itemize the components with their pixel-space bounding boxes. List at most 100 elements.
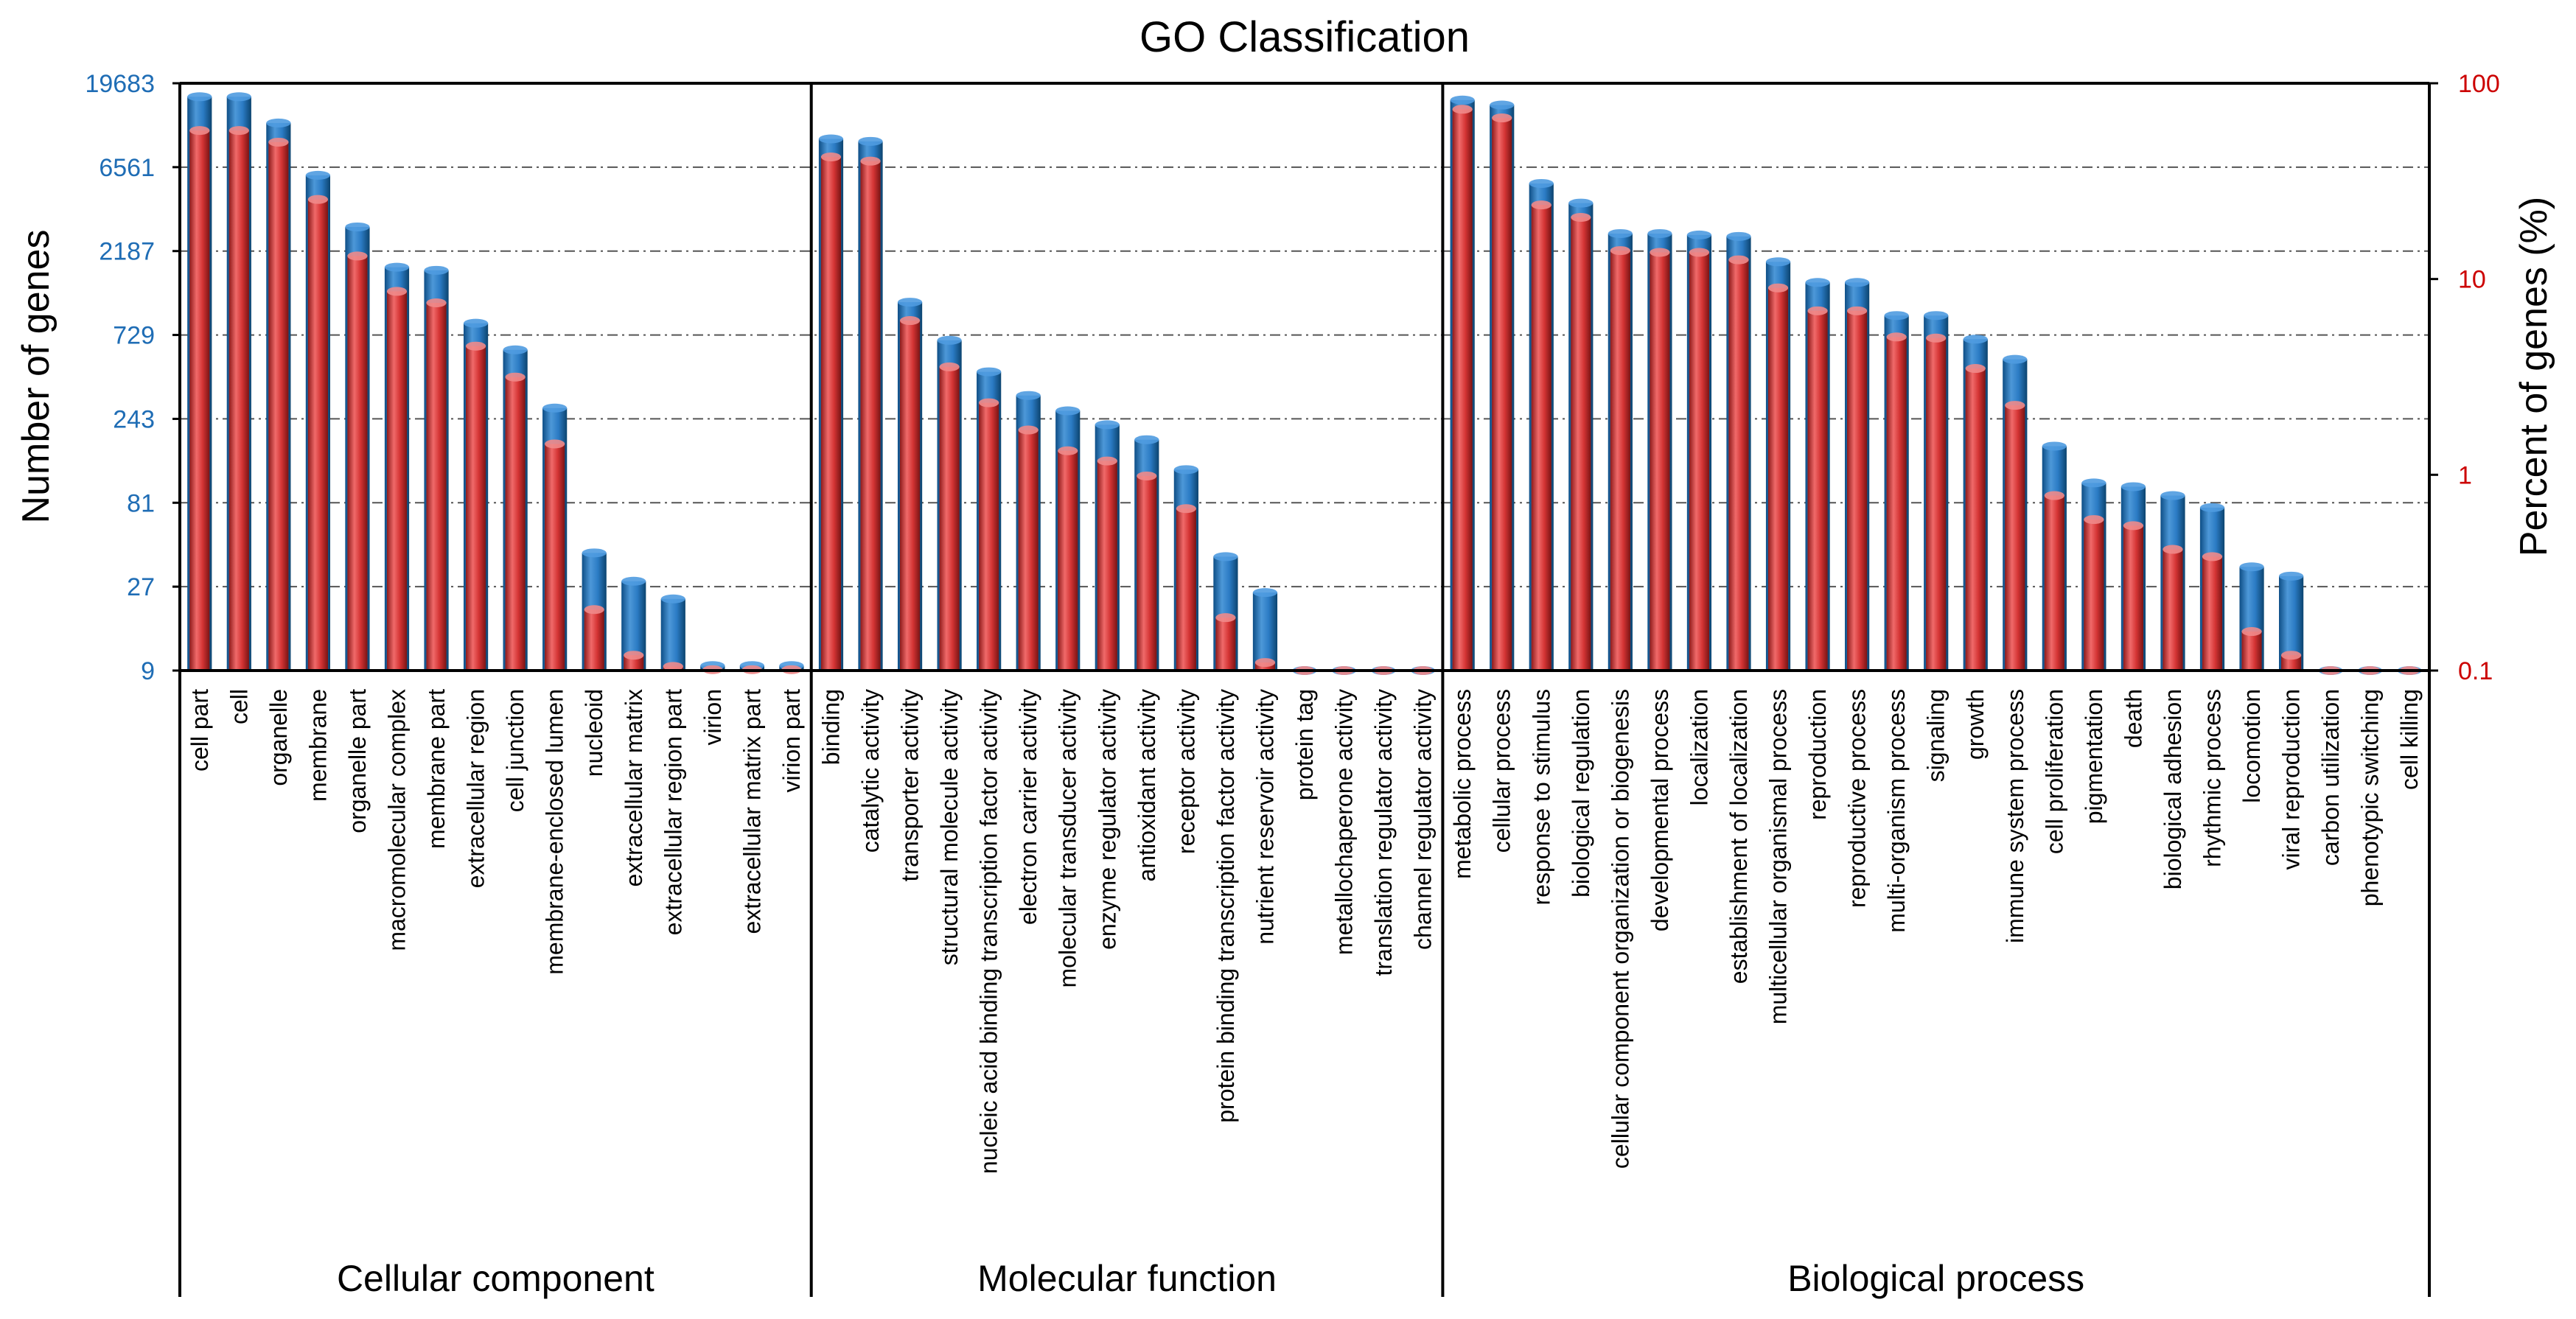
category-label: response to stimulus [1528, 689, 1554, 905]
bar-sub-cap [1018, 425, 1039, 435]
bar-sub [2241, 631, 2262, 671]
bar-sub [2280, 655, 2302, 671]
bar-sub [1926, 337, 1947, 671]
bar-total-cap [1608, 228, 1633, 238]
bar-sub [1807, 310, 1828, 671]
category-label: pigmentation [2081, 689, 2107, 824]
bar-sub [939, 366, 960, 671]
category-label: enzyme regulator activity [1094, 689, 1120, 950]
bar-sub [584, 609, 604, 671]
category-label: death [2120, 689, 2146, 748]
bar-total-cap [977, 367, 1002, 377]
bar-total-cap [1055, 406, 1081, 416]
bar-sub-cap [2280, 651, 2302, 660]
bar-sub [545, 444, 565, 671]
category-label: antioxidant activity [1134, 689, 1160, 881]
category-label: translation regulator activity [1370, 689, 1397, 976]
bar-sub [1728, 259, 1749, 671]
category-label: carbon utilization [2317, 689, 2344, 866]
right-tick-label: 1 [2458, 461, 2472, 489]
category-label: membrane part [423, 689, 450, 849]
category-label: transporter activity [897, 689, 924, 881]
bar-sub [1097, 461, 1117, 671]
bar-sub [268, 141, 289, 671]
category-label: localization [1686, 689, 1712, 805]
group-label: Cellular component [337, 1258, 655, 1299]
bar-sub-cap [1728, 255, 1749, 265]
bar-total-cap [2042, 441, 2067, 451]
left-tick-label: 9 [141, 657, 155, 685]
bar-sub [1215, 617, 1236, 671]
bar-total-cap [1805, 278, 1830, 287]
bar-total-cap [1134, 435, 1159, 444]
bar-sub [899, 321, 921, 671]
category-label: biological regulation [1568, 689, 1594, 898]
bar-sub [307, 199, 329, 671]
bar-sub-cap [979, 398, 999, 407]
category-label: multi-organism process [1883, 689, 1910, 933]
bar-sub-cap [1254, 658, 1276, 668]
bar-sub-cap [584, 605, 604, 615]
bar-sub-cap [465, 341, 486, 351]
category-label: catalytic activity [857, 689, 884, 853]
category-label: membrane-enclosed lumen [542, 689, 568, 975]
bar-sub [2005, 405, 2025, 671]
bar-sub-cap [899, 316, 921, 326]
category-label: multicellular organismal process [1765, 689, 1792, 1024]
bar-total-cap [503, 345, 528, 354]
bar-total-cap [1490, 100, 1515, 110]
bar-sub-cap [307, 195, 329, 204]
category-label: nucleic acid binding transcription facto… [976, 689, 1002, 1174]
category-label: signaling [1923, 689, 1950, 782]
bar-sub-cap [505, 372, 526, 382]
bar-total-cap [424, 265, 449, 275]
category-label: metallochaperone activity [1331, 689, 1358, 955]
bar-total-cap [1016, 391, 1041, 400]
bar-sub-cap [1847, 306, 1868, 315]
category-label: rhythmic process [2199, 689, 2226, 867]
category-label: electron carrier activity [1015, 689, 1041, 925]
bar-sub-cap [189, 126, 210, 136]
bar-sub-cap [860, 156, 881, 166]
bar-sub-cap [1767, 283, 1789, 293]
category-label: binding [817, 689, 844, 765]
bar-total-cap [2160, 491, 2185, 500]
left-tick-label: 2187 [99, 238, 155, 266]
bar-sub-cap [1097, 456, 1117, 466]
left-tick-label: 19683 [85, 70, 155, 98]
category-label: phenotypic switching [2357, 689, 2384, 906]
bar-sub-cap [2005, 401, 2025, 410]
left-tick-label: 81 [127, 489, 155, 517]
bar-sub-cap [1650, 248, 1670, 257]
bar-total-cap [542, 403, 568, 413]
left-tick-label: 243 [113, 405, 155, 433]
bar-sub [624, 655, 644, 671]
bar-sub [820, 156, 842, 671]
category-label: reproduction [1804, 689, 1831, 820]
bar-sub [2202, 556, 2223, 671]
category-label: receptor activity [1173, 689, 1199, 854]
category-label: cellular process [1489, 689, 1515, 853]
bar-sub [1610, 251, 1630, 671]
category-label: cell [226, 689, 252, 724]
bar-sub [1689, 252, 1710, 671]
bar-total-cap [1963, 335, 1988, 344]
bar-sub-cap [1492, 113, 1512, 123]
bar-total-cap [2121, 482, 2146, 491]
bar-sub [1058, 450, 1078, 671]
category-label: extracellular region part [660, 689, 686, 936]
bar-sub-cap [820, 152, 842, 161]
bar-total-cap [345, 222, 370, 231]
category-label: membrane [304, 689, 331, 802]
y-axis-title: Number of genes [15, 230, 57, 524]
bar-sub-cap [1610, 246, 1630, 256]
bar-total-cap [1924, 311, 1949, 321]
right-tick-label: 100 [2458, 70, 2500, 98]
bar-sub-cap [1886, 332, 1907, 342]
bar-sub-cap [663, 662, 683, 671]
category-label: cell junction [502, 689, 528, 812]
bar-sub-cap [228, 126, 249, 136]
bar-total-cap [1173, 465, 1198, 475]
bar-sub [1571, 217, 1591, 671]
